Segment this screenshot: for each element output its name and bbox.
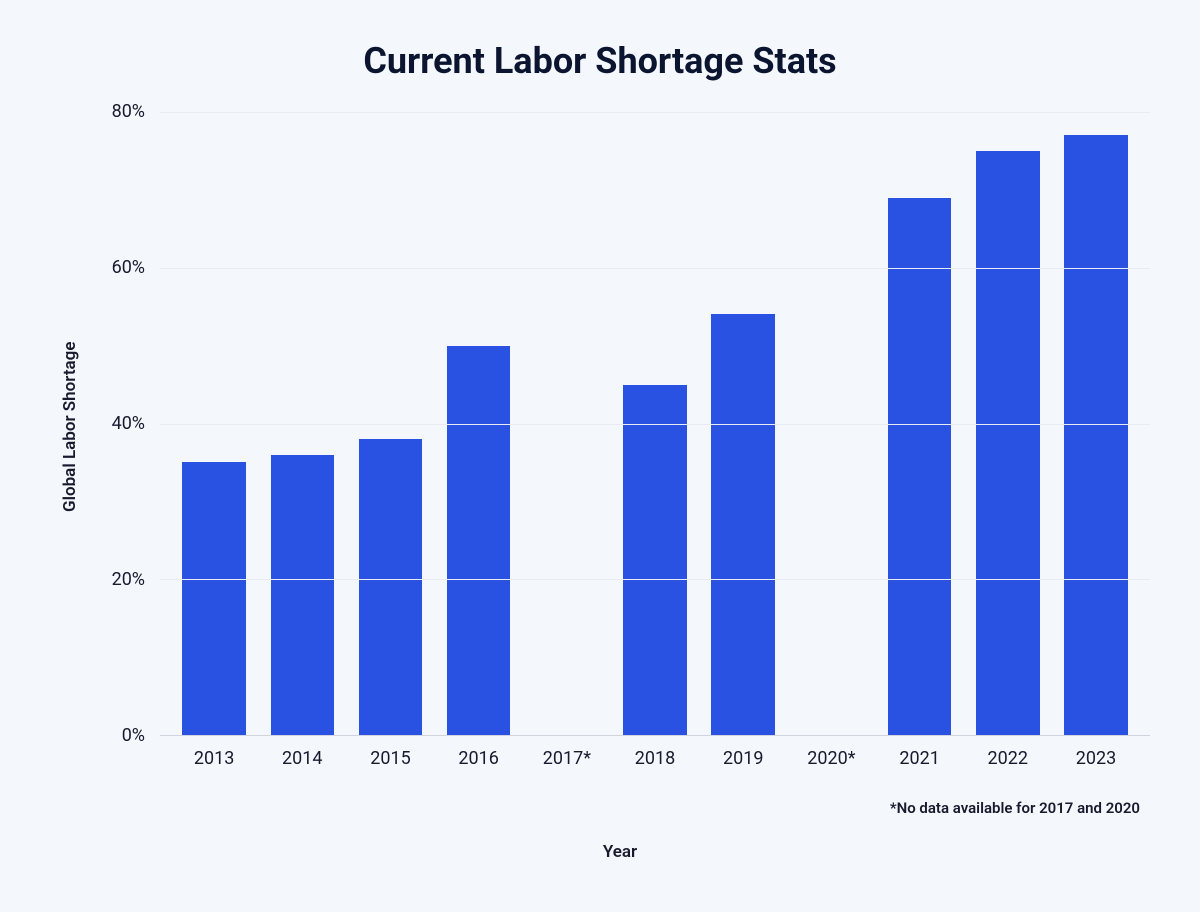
gridline <box>160 579 1150 580</box>
x-axis-ticks: 20132014201520162017*201820192020*202120… <box>160 736 1150 769</box>
y-tick: 0% <box>122 727 145 745</box>
bar <box>1064 135 1127 735</box>
plot-area <box>160 112 1150 736</box>
x-tick: 2013 <box>170 736 258 769</box>
x-tick: 2017* <box>523 736 611 769</box>
y-tick: 80% <box>112 103 145 121</box>
plot-wrapper: 80%60%40%20%0% 20132014201520162017*2018… <box>90 112 1150 862</box>
bar <box>888 198 951 735</box>
bar <box>623 385 686 735</box>
y-axis-ticks: 80%60%40%20%0% <box>90 112 160 736</box>
bar <box>182 462 245 735</box>
gridline <box>160 424 1150 425</box>
bar <box>271 455 334 735</box>
y-axis-label: Global Labor Shortage <box>50 112 90 742</box>
x-tick: 2022 <box>964 736 1052 769</box>
x-ticks-row: 20132014201520162017*201820192020*202120… <box>90 736 1150 769</box>
x-axis-label: Year <box>90 817 1150 862</box>
y-tick: 60% <box>112 259 145 277</box>
x-tick: 2019 <box>699 736 787 769</box>
bar <box>976 151 1039 735</box>
chart-container: Current Labor Shortage Stats Global Labo… <box>0 0 1200 912</box>
x-tick: 2020* <box>787 736 875 769</box>
x-tick: 2018 <box>611 736 699 769</box>
x-tick: 2015 <box>346 736 434 769</box>
chart-footnote: *No data available for 2017 and 2020 <box>160 769 1150 817</box>
y-tick: 40% <box>112 415 145 433</box>
gridline <box>160 268 1150 269</box>
bar <box>711 314 774 735</box>
chart-title: Current Labor Shortage Stats <box>50 40 1150 82</box>
x-tick: 2014 <box>258 736 346 769</box>
bar <box>447 346 510 735</box>
footnote-row: *No data available for 2017 and 2020 <box>90 769 1150 817</box>
x-tick: 2016 <box>435 736 523 769</box>
gridline <box>160 112 1150 113</box>
x-tick: 2021 <box>876 736 964 769</box>
y-tick: 20% <box>112 571 145 589</box>
bar <box>359 439 422 735</box>
chart-body: Global Labor Shortage 80%60%40%20%0% 201… <box>50 112 1150 862</box>
plot-row: 80%60%40%20%0% <box>90 112 1150 736</box>
x-tick: 2023 <box>1052 736 1140 769</box>
